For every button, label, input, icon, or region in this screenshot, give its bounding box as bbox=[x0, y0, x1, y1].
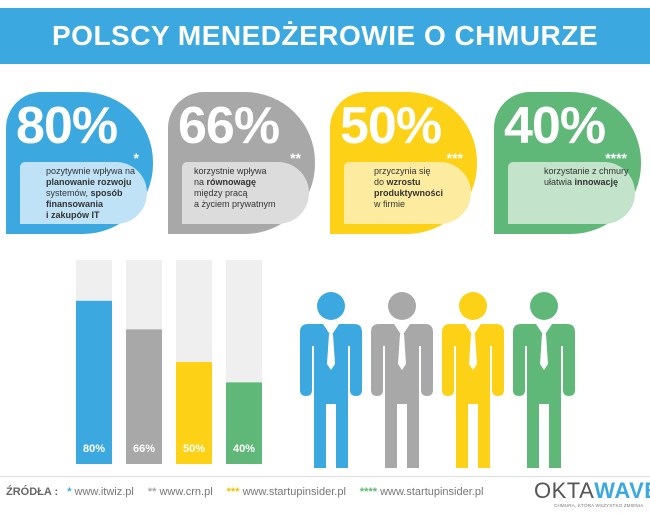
stat-source-stars: * bbox=[133, 150, 139, 166]
stat-description-line: korzystnie wpływa bbox=[194, 166, 267, 176]
footer-divider bbox=[0, 476, 650, 477]
people-illustration bbox=[300, 292, 575, 468]
logo-wave: WAVE bbox=[594, 478, 650, 503]
stat-description-line: a życiem prywatnym bbox=[194, 199, 276, 209]
stat-description-line: planowanie rozwoju bbox=[46, 177, 132, 187]
stat-source-stars: ** bbox=[290, 150, 301, 166]
person-icon bbox=[442, 292, 504, 468]
bar bbox=[76, 300, 112, 464]
person-icon bbox=[513, 292, 575, 468]
stat-card: pozytywnie wpływa na planowanie rozwoju sy… bbox=[6, 92, 153, 234]
stat-description-line: produktywności bbox=[374, 188, 444, 198]
logo-wordmark: OKTAWAVE bbox=[534, 478, 650, 504]
stat-description-line: do wzrostu bbox=[374, 177, 421, 187]
bar-label: 50% bbox=[183, 443, 205, 455]
bar-label: 66% bbox=[133, 443, 155, 455]
source-item: * www.itwiz.pl bbox=[67, 486, 134, 498]
stat-card-panel: korzystnie wpływa na równowagę między prac… bbox=[182, 162, 309, 224]
source-stars: *** bbox=[226, 486, 240, 498]
source-link[interactable]: www.crn.pl bbox=[159, 486, 213, 498]
stat-description: pozytywnie wpływa na planowanie rozwoju sy… bbox=[46, 166, 135, 221]
person-icon bbox=[371, 292, 433, 468]
stat-description: przyczynia się do wzrostu produktywności w … bbox=[374, 166, 443, 210]
stat-percent: 66% bbox=[178, 97, 280, 155]
stat-description-line: finansowania bbox=[46, 199, 104, 209]
stat-description-line: pozytywnie wpływa na bbox=[46, 166, 136, 176]
stat-card: przyczynia się do wzrostu produktywności w … bbox=[330, 92, 477, 234]
stat-card: korzystanie z chmury ułatwia innowację 40%… bbox=[494, 92, 641, 234]
stat-description-line: między pracą bbox=[194, 188, 248, 198]
stat-description-line: ułatwia innowację bbox=[544, 177, 619, 187]
stat-card-panel: korzystanie z chmury ułatwia innowację bbox=[508, 162, 635, 224]
stat-description-line: na równowagę bbox=[194, 177, 257, 187]
source-link[interactable]: www.startupinsider.pl bbox=[242, 486, 346, 498]
logo-tagline: CHMURA, KTÓRA WSZYSTKO ZMIENIA bbox=[554, 503, 644, 508]
source-stars: **** bbox=[359, 486, 378, 498]
stat-source-stars: **** bbox=[605, 150, 627, 166]
bar bbox=[226, 382, 262, 464]
stat-description-line: systemów, sposób bbox=[46, 188, 123, 198]
source-item: *** www.startupinsider.pl bbox=[227, 486, 346, 498]
source-item: ** www.crn.pl bbox=[148, 486, 213, 498]
stat-percent: 40% bbox=[504, 97, 606, 155]
stat-description: korzystnie wpływa na równowagę między prac… bbox=[194, 166, 276, 210]
stat-description-line: i zakupów IT bbox=[46, 210, 100, 220]
stat-source-stars: *** bbox=[446, 150, 463, 166]
stat-card: korzystnie wpływa na równowagę między prac… bbox=[168, 92, 315, 234]
person-icon bbox=[300, 292, 362, 468]
bar-label: 40% bbox=[233, 443, 255, 455]
stat-card-panel: przyczynia się do wzrostu produktywności w … bbox=[344, 162, 471, 224]
source-stars: * bbox=[67, 486, 72, 498]
stat-card-panel: pozytywnie wpływa na planowanie rozwoju sy… bbox=[20, 162, 147, 224]
source-item: **** www.startupinsider.pl bbox=[360, 486, 484, 498]
bar-chart: 80% 66% 50% 40% bbox=[76, 260, 262, 464]
stat-description-line: korzystanie z chmury bbox=[544, 166, 629, 176]
logo-okta: OKTA bbox=[534, 478, 595, 503]
bar bbox=[126, 329, 162, 464]
stat-percent: 80% bbox=[16, 97, 118, 155]
title-banner: POLSCY MENEDŻEROWIE O CHMURZE bbox=[0, 8, 650, 64]
stat-description-line: przyczynia się bbox=[374, 166, 431, 176]
bar bbox=[176, 362, 212, 464]
stat-percent: 50% bbox=[340, 97, 442, 155]
page-title: POLSCY MENEDŻEROWIE O CHMURZE bbox=[51, 20, 598, 51]
sources-label: ŹRÓDŁA : bbox=[6, 486, 59, 498]
source-link[interactable]: www.startupinsider.pl bbox=[380, 486, 484, 498]
sources-line: ŹRÓDŁA : * www.itwiz.pl ** www.crn.pl *** … bbox=[6, 486, 497, 498]
oktawave-logo: OKTAWAVE CHMURA, KTÓRA WSZYSTKO ZMIENIA bbox=[534, 478, 650, 512]
source-link[interactable]: www.itwiz.pl bbox=[74, 486, 134, 498]
stat-description-line: w firmie bbox=[374, 199, 405, 209]
bar-label: 80% bbox=[83, 443, 105, 455]
source-stars: ** bbox=[147, 486, 157, 498]
stat-description: korzystanie z chmury ułatwia innowację bbox=[544, 166, 629, 188]
